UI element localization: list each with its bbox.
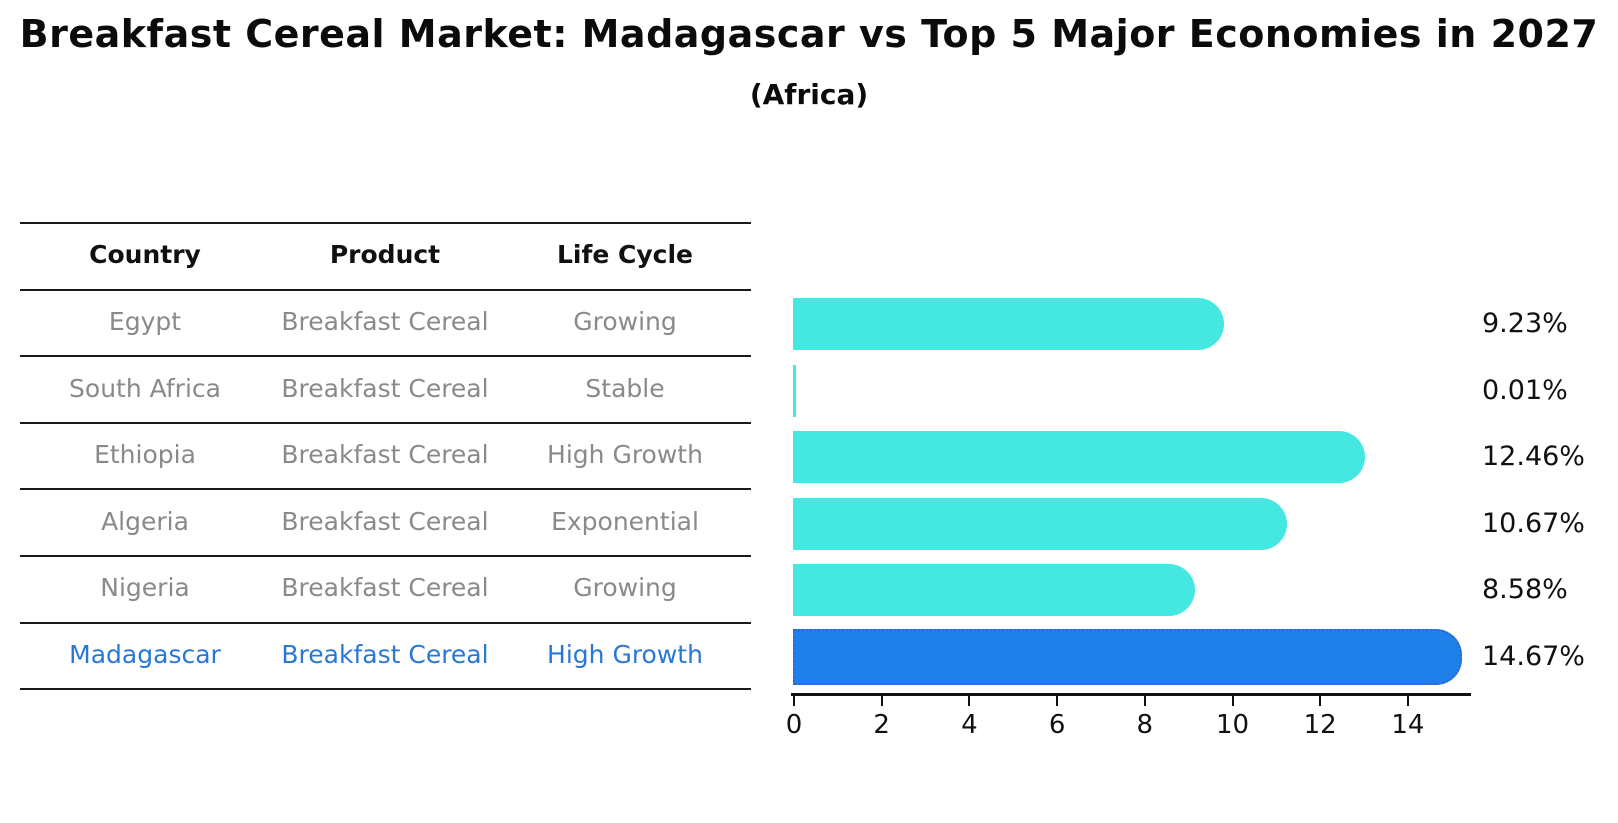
bar bbox=[793, 364, 796, 417]
value-label: 8.58% bbox=[1482, 574, 1568, 606]
x-axis-tick bbox=[1056, 696, 1059, 706]
x-axis-tick bbox=[880, 696, 883, 706]
x-axis-tick-label: 10 bbox=[1215, 710, 1250, 740]
x-axis-tick bbox=[793, 696, 795, 706]
bar bbox=[793, 431, 1366, 484]
bar-highlighted bbox=[793, 628, 1463, 685]
x-axis-tick-label: 2 bbox=[873, 710, 890, 740]
bar bbox=[793, 497, 1287, 550]
x-axis-tick-label: 8 bbox=[1136, 710, 1154, 740]
x-axis-tick-label: 6 bbox=[1048, 710, 1066, 740]
table-header-cell: Life Cycle bbox=[556, 240, 694, 270]
table-cell-product: Breakfast Cereal bbox=[281, 440, 489, 470]
bar bbox=[793, 297, 1224, 350]
x-axis-tick bbox=[968, 696, 971, 706]
x-axis-tick-label: 14 bbox=[1391, 710, 1425, 740]
value-label: 14.67% bbox=[1482, 640, 1585, 672]
table-cell-lifecycle: Growing bbox=[573, 306, 677, 336]
table-header-cell: Product bbox=[329, 240, 441, 270]
table-cell-lifecycle: High Growth bbox=[547, 639, 703, 669]
x-axis-tick bbox=[1406, 696, 1409, 706]
table-cell-lifecycle: Growing bbox=[573, 573, 677, 603]
chart-subtitle: (Africa) bbox=[749, 78, 869, 111]
value-label: 12.46% bbox=[1482, 441, 1585, 473]
x-axis-tick bbox=[1231, 696, 1234, 706]
table-cell-product: Breakfast Cereal bbox=[281, 506, 489, 536]
table-rule bbox=[20, 488, 751, 491]
table-rule bbox=[20, 688, 751, 691]
table-cell-lifecycle: Exponential bbox=[551, 506, 699, 536]
table-rule bbox=[20, 555, 751, 557]
x-axis bbox=[791, 693, 1471, 696]
table-header-cell: Country bbox=[89, 240, 201, 270]
table-cell-country: Algeria bbox=[101, 506, 189, 536]
value-label: 9.23% bbox=[1482, 307, 1568, 339]
table-cell-country: South Africa bbox=[69, 373, 221, 403]
table-rule bbox=[20, 621, 751, 624]
x-axis-tick-label: 4 bbox=[961, 710, 978, 740]
table-cell-country: Nigeria bbox=[100, 573, 190, 603]
table-cell-product: Breakfast Cereal bbox=[281, 306, 489, 336]
table-cell-country: Madagascar bbox=[69, 639, 221, 669]
table-cell-product: Breakfast Cereal bbox=[281, 639, 489, 669]
x-axis-tick bbox=[1319, 696, 1322, 706]
value-label: 10.67% bbox=[1482, 507, 1585, 539]
table-cell-country: Ethiopia bbox=[94, 440, 196, 470]
table-cell-country: Egypt bbox=[108, 306, 182, 336]
chart-title: Breakfast Cereal Market: Madagascar vs T… bbox=[19, 12, 1599, 56]
table-rule bbox=[20, 421, 751, 424]
table-cell-product: Breakfast Cereal bbox=[281, 573, 489, 603]
x-axis-tick-label: 0 bbox=[785, 710, 803, 740]
x-axis-tick bbox=[1143, 696, 1146, 706]
table-cell-product: Breakfast Cereal bbox=[281, 373, 489, 403]
table-cell-lifecycle: Stable bbox=[585, 373, 665, 403]
x-axis-tick-label: 12 bbox=[1303, 710, 1337, 740]
table-rule bbox=[20, 288, 751, 291]
table-rule bbox=[20, 355, 751, 358]
table-cell-lifecycle: High Growth bbox=[547, 440, 703, 470]
value-label: 0.01% bbox=[1482, 374, 1568, 406]
bar bbox=[793, 564, 1196, 617]
table-rule bbox=[20, 222, 751, 224]
